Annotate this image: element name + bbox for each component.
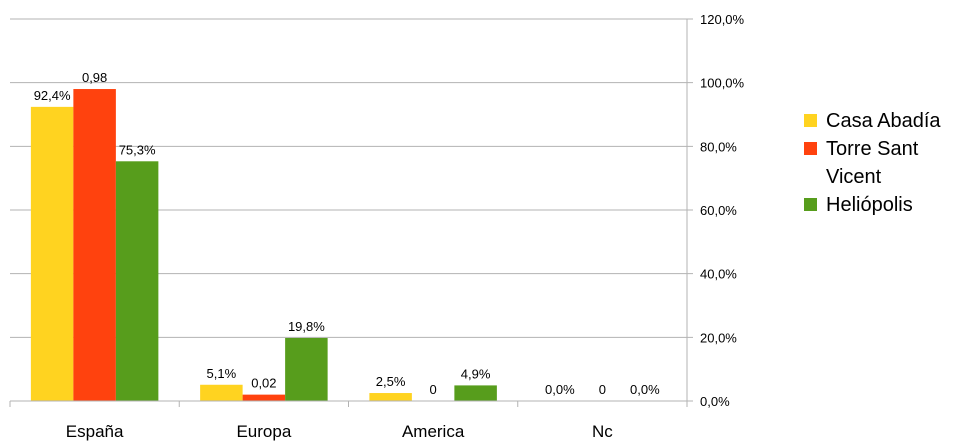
legend-swatch: [804, 114, 817, 127]
legend-swatch: [804, 142, 817, 155]
data-label: 19,8%: [288, 319, 325, 334]
bar-casa-abad-a: [369, 393, 412, 401]
category-label: America: [402, 422, 465, 441]
y-tick-label: 120,0%: [700, 12, 745, 27]
y-tick-label: 60,0%: [700, 203, 737, 218]
bar-heli-polis: [454, 385, 497, 401]
data-label: 0,98: [82, 70, 107, 85]
data-label: 0: [599, 382, 606, 397]
y-tick-labels: 0,0% 20,0% 40,0% 60,0% 80,0% 100,0% 120,0%: [700, 12, 745, 409]
data-label: 2,5%: [376, 374, 406, 389]
y-tick-label: 100,0%: [700, 76, 745, 91]
data-label: 0,02: [251, 376, 276, 391]
data-labels: 92,4% 0,98 75,3% 5,1% 0,02 19,8% 2,5% 0 4,9% 0,0%…: [34, 70, 660, 397]
category-label: España: [66, 422, 124, 441]
legend-label: Torre Sant: [826, 138, 919, 160]
category-labels: España Europa America Nc: [66, 422, 613, 441]
data-label: 92,4%: [34, 88, 71, 103]
bar-casa-abad-a: [200, 384, 243, 401]
data-label: 0,0%: [630, 382, 660, 397]
data-label: 0: [430, 382, 437, 397]
bar-heli-polis: [115, 161, 159, 401]
legend-swatch: [804, 198, 817, 211]
bar-torre-sant-vicent: [73, 89, 116, 402]
y-tick-label: 20,0%: [700, 330, 737, 345]
y-tick-label: 80,0%: [700, 139, 737, 154]
legend: Casa Abadía Torre Sant Vicent Heliópolis: [804, 110, 941, 216]
legend-label: Heliópolis: [826, 194, 913, 216]
y-tick-label: 0,0%: [700, 394, 730, 409]
legend-label: Casa Abadía: [826, 110, 941, 132]
bar-casa-abad-a: [30, 106, 74, 402]
category-label: Nc: [592, 422, 613, 441]
data-label: 5,1%: [207, 366, 237, 381]
bars: [30, 89, 497, 402]
axes: [9, 19, 688, 407]
data-label: 4,9%: [461, 366, 491, 381]
category-label: Europa: [236, 422, 291, 441]
bar-torre-sant-vicent: [242, 394, 286, 401]
y-tick-label: 40,0%: [700, 267, 737, 282]
data-label: 75,3%: [119, 142, 156, 157]
data-label: 0,0%: [545, 382, 575, 397]
bar-heli-polis: [285, 337, 328, 401]
legend-label: Vicent: [826, 166, 882, 188]
